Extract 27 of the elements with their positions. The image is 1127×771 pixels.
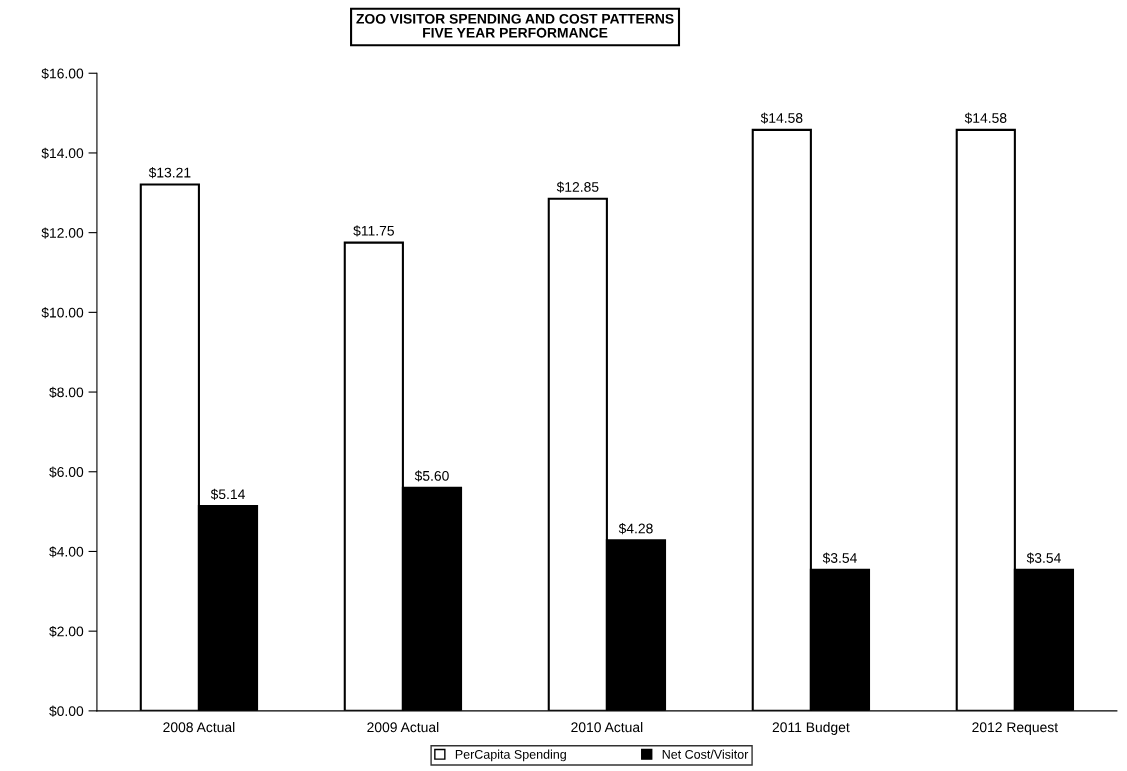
data-label: $13.21 <box>148 167 191 179</box>
y-tick-label: $0.00 <box>49 705 84 717</box>
y-tick-label: $16.00 <box>41 68 84 80</box>
y-tick-label: $8.00 <box>49 386 84 399</box>
data-label: $3.54 <box>822 552 857 564</box>
legend-label: Net Cost/Visitor <box>662 749 749 759</box>
y-tick-label: $6.00 <box>49 466 84 478</box>
y-tick-label: $12.00 <box>41 227 84 239</box>
x-tick-label: 2008 Actual <box>163 721 235 733</box>
chart-title: ZOO VISITOR SPENDING AND COST PATTERNS FIVE YEAR PERFORMANCE <box>356 13 674 38</box>
data-label: $3.54 <box>1026 552 1061 564</box>
y-tick-label: $4.00 <box>49 546 84 558</box>
y-tick-label: $14.00 <box>41 147 84 159</box>
x-tick-label: 2012 Request <box>972 722 1059 735</box>
y-tick-label: $2.00 <box>49 625 84 638</box>
data-label: $5.14 <box>210 488 245 500</box>
x-tick-label: 2011 Budget <box>772 721 850 735</box>
data-label: $4.28 <box>618 522 653 535</box>
data-label: $12.85 <box>556 181 599 193</box>
x-tick-label: 2009 Actual <box>367 721 439 733</box>
data-label: $14.58 <box>964 112 1007 124</box>
legend-label: PerCapita Spending <box>455 749 566 762</box>
data-label: $5.60 <box>414 470 449 482</box>
y-tick-label: $10.00 <box>41 307 84 319</box>
x-tick-label: 2010 Actual <box>571 721 643 733</box>
data-label: $11.75 <box>353 225 394 237</box>
data-label: $14.58 <box>760 112 803 124</box>
